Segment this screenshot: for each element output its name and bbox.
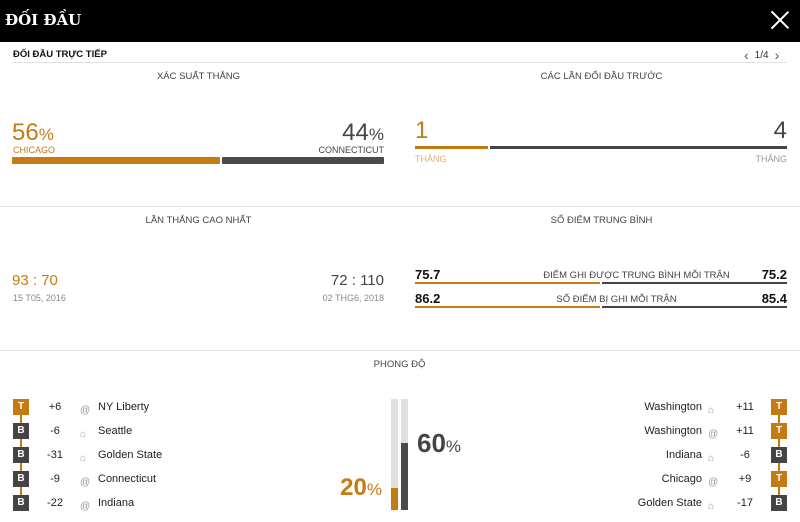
point-diff: +11 xyxy=(736,425,754,437)
close-icon[interactable] xyxy=(770,10,790,30)
team-a-wins-label: THẮNG xyxy=(415,154,447,164)
team-a-form-bar-fill xyxy=(391,487,398,510)
form-title: PHONG ĐỘ xyxy=(373,359,426,370)
point-diff: -22 xyxy=(47,497,63,509)
point-diff: -31 xyxy=(47,449,63,461)
team-b-wins-bar xyxy=(490,146,787,149)
result-badge: B xyxy=(771,495,787,511)
section-title: ĐỐI ĐẦU TRỰC TIẾP xyxy=(13,49,107,60)
team-b-wins-label: THẮNG xyxy=(755,154,788,164)
form-connector xyxy=(778,439,780,447)
team-a-wins-bar xyxy=(415,146,488,149)
opponent-name: NY Liberty xyxy=(98,401,150,413)
page-indicator: 1/4 xyxy=(754,49,769,61)
opponent-name: Seattle xyxy=(98,425,133,437)
home-icon: ⌂ xyxy=(80,453,87,464)
result-badge: T xyxy=(13,399,29,415)
avg-scored-label: ĐIỂM GHI ĐƯỢC TRUNG BÌNH MỖI TRẬN xyxy=(543,270,730,281)
home-icon: ⌂ xyxy=(708,501,715,512)
opponent-name: Golden State xyxy=(98,449,163,461)
team-b-form-pct: 60% xyxy=(417,428,462,458)
team-a-name: CHICAGO xyxy=(13,145,56,155)
team-a-wins: 1 xyxy=(415,117,429,144)
home-icon: ⌂ xyxy=(708,453,715,464)
team-a-biggest-win-date: 15 T05, 2016 xyxy=(13,293,66,303)
team-a-form-pct: 20% xyxy=(340,474,382,501)
result-badge: T xyxy=(771,399,787,415)
avg-conceded-label: SỐ ĐIỂM BỊ GHI MỖI TRẬN xyxy=(556,294,677,305)
avg-conceded-bar-b xyxy=(602,306,787,308)
opponent-name: Indiana xyxy=(665,449,702,461)
form-connector xyxy=(20,415,22,423)
home-icon: ⌂ xyxy=(708,405,715,416)
avg-conceded-a: 86.2 xyxy=(415,291,441,306)
pager: ‹ 1/4 › xyxy=(744,47,779,63)
result-badge: B xyxy=(13,423,29,439)
point-diff: -6 xyxy=(740,449,750,461)
opponent-name: Chicago xyxy=(661,473,702,485)
result-badge: B xyxy=(13,495,29,511)
average-points-title: SỐ ĐIỂM TRUNG BÌNH xyxy=(550,215,653,226)
chevron-right-icon[interactable]: › xyxy=(774,47,780,63)
chevron-left-icon[interactable]: ‹ xyxy=(744,47,749,63)
previous-meetings-title: CÁC LẦN ĐỐI ĐẦU TRƯỚC xyxy=(540,71,663,82)
away-at-icon: @ xyxy=(80,501,91,512)
avg-scored-bar-a xyxy=(415,282,600,284)
team-b-win-pct: 44% xyxy=(342,119,384,146)
team-b-wins: 4 xyxy=(773,117,787,144)
avg-scored-bar-b xyxy=(602,282,787,284)
team-b-form-bar-fill xyxy=(401,443,408,510)
result-badge: B xyxy=(13,471,29,487)
avg-conceded-b: 85.4 xyxy=(761,291,787,306)
away-at-icon: @ xyxy=(708,429,719,440)
team-a-biggest-win-score: 93 : 70 xyxy=(12,272,58,289)
point-diff: +11 xyxy=(736,401,754,413)
away-at-icon: @ xyxy=(80,477,91,488)
form-connector xyxy=(778,487,780,495)
team-b-prob-bar xyxy=(222,157,384,164)
divider xyxy=(12,62,787,63)
header-bar xyxy=(0,0,800,42)
result-badge: B xyxy=(13,447,29,463)
team-b-form-bar-track xyxy=(401,399,408,510)
point-diff: -6 xyxy=(50,425,60,437)
point-diff: +6 xyxy=(48,401,62,413)
opponent-name: Washington xyxy=(644,401,702,413)
home-icon: ⌂ xyxy=(80,429,87,440)
dialog-title: ĐỐI ĐẦU xyxy=(5,11,82,29)
divider xyxy=(0,350,800,351)
point-diff: -9 xyxy=(50,473,60,485)
form-connector xyxy=(20,487,22,495)
form-connector xyxy=(20,439,22,447)
team-b-name: CONNECTICUT xyxy=(318,145,385,155)
biggest-win-title: LẦN THẮNG CAO NHẤT xyxy=(145,215,252,226)
team-a-prob-bar xyxy=(12,157,220,164)
team-b-biggest-win-score: 72 : 110 xyxy=(330,272,384,289)
result-badge: B xyxy=(771,447,787,463)
divider xyxy=(0,206,800,207)
result-badge: T xyxy=(771,423,787,439)
team-b-biggest-win-date: 02 THG6, 2018 xyxy=(322,293,384,303)
avg-conceded-bar-a xyxy=(415,306,600,308)
point-diff: -17 xyxy=(737,497,753,509)
form-connector xyxy=(778,463,780,471)
result-badge: T xyxy=(771,471,787,487)
win-probability-title: XÁC SUẤT THẮNG xyxy=(156,71,241,82)
opponent-name: Connecticut xyxy=(98,473,157,485)
away-at-icon: @ xyxy=(80,405,91,416)
opponent-name: Washington xyxy=(644,425,702,437)
team-a-form-bar-track xyxy=(391,399,398,510)
avg-scored-b: 75.2 xyxy=(761,267,787,282)
form-connector xyxy=(778,415,780,423)
form-connector xyxy=(20,463,22,471)
away-at-icon: @ xyxy=(708,477,719,488)
team-a-win-pct: 56% xyxy=(12,119,54,146)
opponent-name: Golden State xyxy=(637,497,702,509)
opponent-name: Indiana xyxy=(98,497,135,509)
point-diff: +9 xyxy=(738,473,752,485)
avg-scored-a: 75.7 xyxy=(415,267,441,282)
